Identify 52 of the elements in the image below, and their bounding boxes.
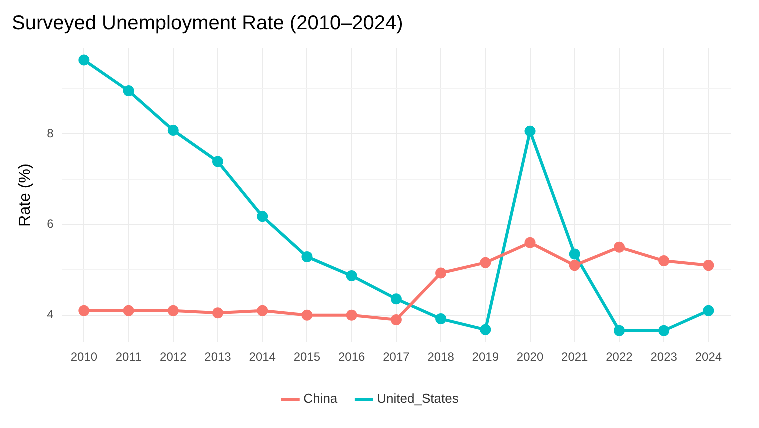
x-tick-label: 2017 — [383, 350, 410, 364]
point — [302, 310, 313, 321]
point — [658, 325, 670, 336]
x-tick-label: 2016 — [338, 350, 366, 364]
y-tick-label: 8 — [47, 126, 54, 140]
point — [123, 86, 134, 97]
point — [524, 237, 536, 248]
x-tick-label: 2019 — [472, 350, 500, 364]
point — [569, 260, 580, 272]
point — [614, 325, 625, 336]
x-tick-label: 2011 — [116, 350, 142, 364]
point — [524, 126, 536, 137]
point — [390, 294, 402, 305]
x-tick-label: 2021 — [562, 350, 589, 364]
point — [569, 248, 580, 260]
x-tick-label: 2023 — [650, 350, 678, 364]
legend-label: United_States — [377, 391, 460, 406]
y-axis-title: Rate (%) — [17, 164, 34, 227]
point — [390, 314, 402, 326]
point — [346, 270, 358, 282]
x-tick-label: 2020 — [516, 350, 544, 364]
point — [436, 268, 447, 279]
point — [703, 260, 714, 272]
point — [212, 308, 224, 319]
point — [168, 305, 179, 316]
x-tick-label: 2015 — [294, 350, 321, 364]
point — [703, 305, 714, 316]
chart-title: Surveyed Unemployment Rate (2010–2024) — [12, 12, 404, 35]
point — [614, 242, 625, 253]
x-tick-label: 2018 — [428, 350, 455, 364]
x-tick-label: 2024 — [695, 350, 722, 364]
point — [123, 305, 134, 316]
point — [212, 156, 224, 168]
point — [302, 251, 313, 262]
point — [346, 310, 358, 321]
x-tick-label: 2012 — [160, 350, 188, 364]
point — [480, 257, 492, 268]
x-tick-label: 2022 — [606, 350, 634, 364]
x-tick-label: 2013 — [204, 350, 232, 364]
point — [257, 305, 268, 316]
x-tick-label: 2010 — [70, 350, 98, 364]
point — [658, 256, 670, 267]
legend-label: China — [304, 391, 338, 406]
point — [480, 324, 492, 336]
point — [78, 54, 90, 66]
y-tick-label: 6 — [47, 217, 54, 232]
point — [257, 211, 268, 222]
x-tick-label: 2014 — [249, 350, 276, 364]
point — [168, 124, 179, 136]
point — [436, 314, 447, 325]
y-tick-label: 4 — [47, 308, 54, 322]
point — [78, 305, 90, 316]
